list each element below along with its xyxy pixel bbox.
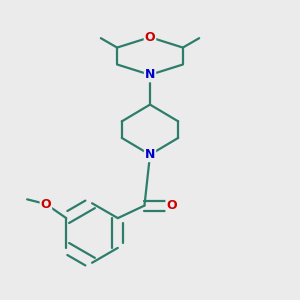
Text: O: O [167,199,177,212]
Text: N: N [145,148,155,161]
Text: O: O [40,197,51,211]
Text: O: O [145,31,155,44]
Text: N: N [145,68,155,81]
